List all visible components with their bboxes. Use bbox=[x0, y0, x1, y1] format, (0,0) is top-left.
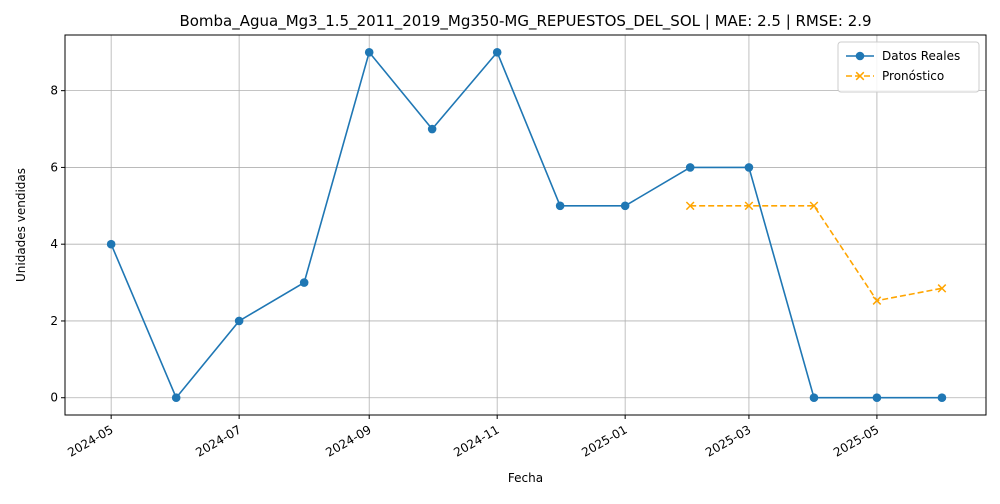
data-point bbox=[937, 284, 947, 293]
data-point bbox=[744, 163, 754, 172]
legend: Datos Reales Pronóstico bbox=[837, 41, 980, 93]
data-point bbox=[620, 201, 630, 211]
y-axis-label: Unidades vendidas bbox=[14, 168, 28, 282]
data-point bbox=[809, 393, 819, 403]
x-axis-label: Fecha bbox=[508, 471, 543, 485]
data-point bbox=[744, 201, 754, 211]
y-tick-label: 6 bbox=[50, 160, 58, 174]
data-point bbox=[872, 393, 882, 403]
legend-label: Pronóstico bbox=[882, 69, 944, 83]
data-point bbox=[171, 393, 181, 403]
legend-item: Pronóstico bbox=[846, 69, 944, 83]
data-point bbox=[872, 296, 882, 305]
series-1 bbox=[685, 201, 947, 305]
series-line bbox=[690, 205, 943, 302]
data-point bbox=[299, 278, 309, 287]
data-point bbox=[492, 47, 502, 57]
data-point bbox=[364, 47, 374, 57]
data-point bbox=[427, 124, 437, 134]
series-layer bbox=[106, 47, 947, 403]
data-point bbox=[555, 201, 565, 211]
plot-area-frame bbox=[64, 34, 987, 416]
series-0 bbox=[106, 47, 947, 403]
y-tick-label: 0 bbox=[50, 391, 58, 405]
legend-box bbox=[837, 41, 980, 93]
y-tick-label: 4 bbox=[50, 237, 58, 251]
data-point bbox=[809, 201, 819, 211]
data-point bbox=[685, 201, 695, 211]
y-tick-label: 8 bbox=[50, 84, 58, 98]
series-line bbox=[110, 50, 942, 400]
data-point bbox=[234, 316, 244, 326]
y-tick-label: 2 bbox=[50, 314, 58, 328]
legend-item: Datos Reales bbox=[846, 49, 960, 63]
data-point bbox=[937, 393, 947, 403]
chart-title: Bomba_Agua_Mg3_1.5_2011_2019_Mg350-MG_RE… bbox=[179, 12, 871, 31]
legend-marker bbox=[855, 51, 865, 61]
legend-marker bbox=[855, 71, 865, 81]
data-point bbox=[106, 239, 116, 249]
grid bbox=[65, 35, 986, 415]
legend-label: Datos Reales bbox=[882, 49, 960, 63]
data-point bbox=[685, 163, 695, 172]
